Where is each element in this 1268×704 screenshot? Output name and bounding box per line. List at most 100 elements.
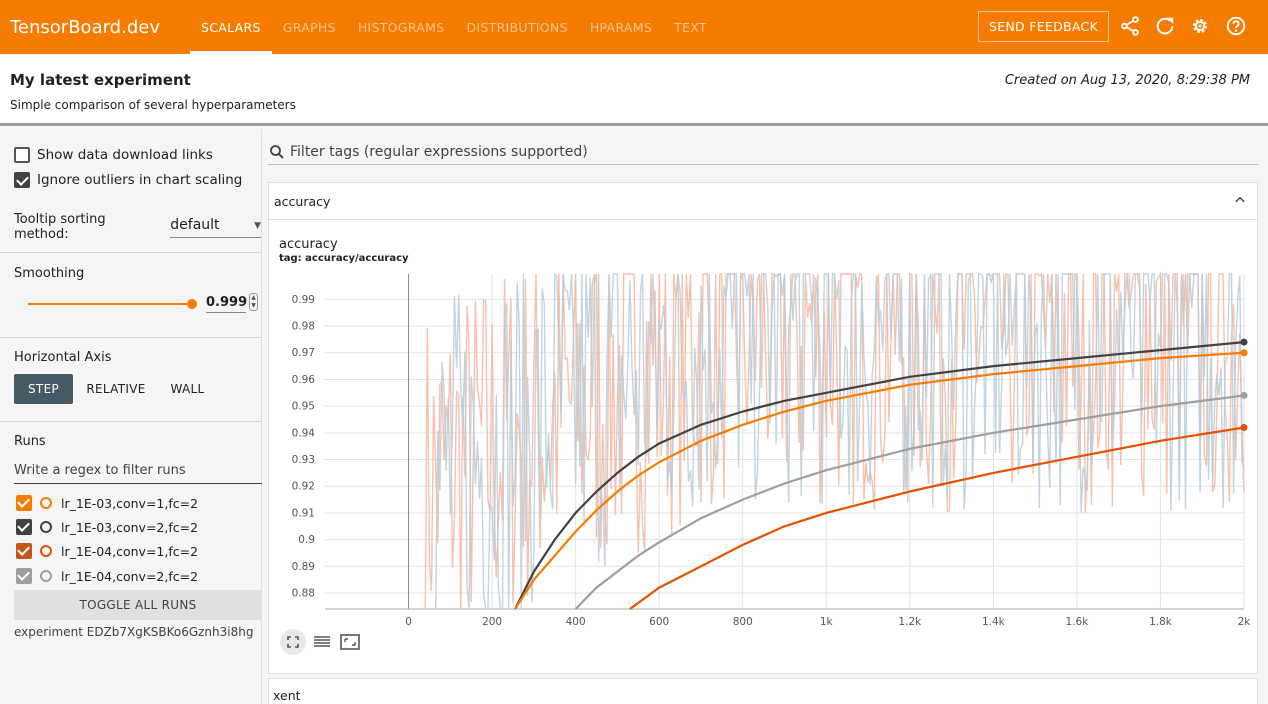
experiment-title: My latest experiment bbox=[10, 71, 191, 89]
chart-title: accuracy bbox=[279, 237, 338, 252]
run-color-circle-icon bbox=[40, 570, 52, 582]
series-line bbox=[629, 426, 1245, 610]
toggle-log-scale-button[interactable] bbox=[309, 629, 335, 655]
run-color-circle-icon bbox=[40, 545, 52, 557]
tab-scalars[interactable]: SCALARS bbox=[190, 0, 272, 54]
ignore-outliers-checkbox[interactable] bbox=[14, 172, 30, 188]
run-checkbox[interactable] bbox=[16, 519, 32, 535]
y-tick-label: 0.95 bbox=[292, 401, 315, 413]
series-line bbox=[574, 394, 1245, 610]
runs-filter-input[interactable]: Write a regex to filter runs bbox=[14, 463, 262, 484]
refresh-icon[interactable] bbox=[1154, 15, 1176, 37]
experiment-description: Simple comparison of several hyperparame… bbox=[10, 98, 296, 112]
chevron-up-icon[interactable] bbox=[1233, 193, 1247, 207]
axis-relative-button[interactable]: RELATIVE bbox=[86, 382, 146, 396]
tab-hparams[interactable]: HPARAMS bbox=[589, 19, 653, 35]
run-label: lr_1E-04,conv=1,fc=2 bbox=[61, 543, 199, 559]
ignore-outliers-option[interactable]: Ignore outliers in chart scaling bbox=[14, 172, 242, 188]
toggle-all-runs-button[interactable]: TOGGLE ALL RUNS bbox=[14, 590, 262, 620]
show-download-links-checkbox[interactable] bbox=[14, 147, 30, 163]
chart-subtitle: tag: accuracy/accuracy bbox=[279, 253, 409, 264]
dashboard-tabs: SCALARS GRAPHS HISTOGRAMS DISTRIBUTIONS … bbox=[190, 0, 718, 54]
run-item[interactable]: lr_1E-04,conv=2,fc=2 bbox=[16, 568, 198, 584]
y-tick-label: 0.92 bbox=[292, 481, 315, 493]
smoothing-slider-thumb[interactable] bbox=[187, 299, 197, 309]
xent-card-header[interactable]: xent bbox=[268, 678, 1258, 704]
y-tick-label: 0.89 bbox=[292, 561, 315, 573]
lines-icon bbox=[314, 636, 330, 647]
y-tick-label: 0.97 bbox=[292, 347, 315, 359]
card-label: xent bbox=[273, 688, 301, 703]
ignore-outliers-label: Ignore outliers in chart scaling bbox=[37, 172, 243, 188]
x-tick-label: 1k bbox=[820, 616, 834, 628]
x-tick-label: 1.8k bbox=[1149, 616, 1173, 628]
accuracy-card-header[interactable]: accuracy bbox=[268, 182, 1258, 220]
runs-title: Runs bbox=[14, 434, 46, 449]
tooltip-sorting-value: default bbox=[170, 216, 220, 233]
axis-step-button[interactable]: STEP bbox=[14, 374, 73, 404]
accuracy-chart[interactable]: 0.88 0.89 0.9 0.91 0.92 0.93 0.94 0.95 0.96 0.97 0… bbox=[269, 220, 1259, 674]
y-tick-label: 0.91 bbox=[292, 507, 315, 519]
y-tick-label: 0.94 bbox=[292, 427, 316, 439]
run-color-circle-icon bbox=[40, 497, 52, 509]
horizontal-axis-title: Horizontal Axis bbox=[14, 350, 112, 365]
x-tick-label: 1.2k bbox=[898, 616, 922, 628]
share-icon[interactable] bbox=[1119, 15, 1141, 37]
tooltip-sorting-select[interactable]: default ▼ bbox=[170, 217, 261, 238]
divider bbox=[0, 337, 262, 338]
top-app-bar: TensorBoard.dev SCALARS GRAPHS HISTOGRAM… bbox=[0, 0, 1268, 54]
x-tick-label: 0 bbox=[405, 616, 412, 628]
tag-filter-input[interactable]: Filter tags (regular expressions support… bbox=[268, 140, 1258, 165]
run-item[interactable]: lr_1E-04,conv=1,fc=2 bbox=[16, 543, 198, 559]
tab-graphs[interactable]: GRAPHS bbox=[282, 19, 336, 35]
accuracy-chart-card: accuracy tag: accuracy/accuracy 0.88 0.89… bbox=[268, 220, 1258, 674]
help-icon[interactable] bbox=[1225, 15, 1247, 37]
experiment-header: My latest experiment Simple comparison o… bbox=[0, 54, 1268, 126]
y-tick-label: 0.96 bbox=[292, 374, 316, 386]
dropdown-arrow-icon: ▼ bbox=[254, 220, 261, 231]
tab-distributions[interactable]: DISTRIBUTIONS bbox=[466, 19, 568, 35]
x-tick-label: 800 bbox=[733, 616, 753, 628]
series-line bbox=[514, 341, 1245, 610]
tab-histograms[interactable]: HISTOGRAMS bbox=[357, 19, 445, 35]
run-item[interactable]: lr_1E-03,conv=1,fc=2 bbox=[16, 495, 198, 511]
experiment-id: experiment EDZb7XgKSBKo6Gznh3i8hg bbox=[14, 625, 254, 639]
app-title[interactable]: TensorBoard.dev bbox=[10, 16, 160, 38]
show-download-links-label: Show data download links bbox=[37, 147, 213, 163]
experiment-created-date: Created on Aug 13, 2020, 8:29:38 PM bbox=[1004, 73, 1250, 88]
divider bbox=[0, 421, 262, 422]
smoothing-value-input[interactable]: 0.999 bbox=[206, 295, 247, 313]
send-feedback-button[interactable]: SEND FEEDBACK bbox=[978, 11, 1109, 42]
series-line bbox=[514, 351, 1245, 610]
series-end-point bbox=[1240, 391, 1248, 399]
smoothing-slider-track[interactable] bbox=[28, 303, 192, 305]
x-tick-label: 600 bbox=[649, 616, 669, 628]
fit-to-data-icon bbox=[340, 634, 360, 650]
fit-domain-button[interactable] bbox=[337, 629, 363, 655]
series-end-point bbox=[1240, 349, 1248, 357]
expand-icon bbox=[287, 636, 299, 648]
tooltip-sorting: Tooltip sorting method: default ▼ bbox=[14, 212, 261, 242]
run-item[interactable]: lr_1E-03,conv=2,fc=2 bbox=[16, 519, 198, 535]
x-tick-label: 2k bbox=[1238, 616, 1252, 628]
y-tick-label: 0.93 bbox=[292, 454, 315, 466]
raw-series-line bbox=[433, 272, 1245, 610]
settings-icon[interactable] bbox=[1189, 15, 1211, 37]
search-icon bbox=[270, 145, 284, 159]
smoothing-title: Smoothing bbox=[14, 266, 85, 281]
run-checkbox[interactable] bbox=[16, 495, 32, 511]
show-download-links-option[interactable]: Show data download links bbox=[14, 147, 213, 163]
run-label: lr_1E-03,conv=2,fc=2 bbox=[61, 519, 199, 535]
axis-wall-button[interactable]: WALL bbox=[170, 382, 205, 396]
tab-text[interactable]: TEXT bbox=[674, 19, 707, 35]
fullscreen-button[interactable] bbox=[280, 629, 306, 655]
run-color-circle-icon bbox=[40, 521, 52, 533]
run-checkbox[interactable] bbox=[16, 543, 32, 559]
x-tick-label: 1.4k bbox=[982, 616, 1006, 628]
y-tick-label: 0.98 bbox=[292, 321, 315, 333]
run-checkbox[interactable] bbox=[16, 568, 32, 584]
x-tick-label: 200 bbox=[482, 616, 502, 628]
tooltip-sorting-label: Tooltip sorting method: bbox=[14, 212, 106, 242]
series-end-point bbox=[1240, 423, 1248, 431]
smoothing-spinner-icon[interactable]: ▲ ▼ bbox=[249, 293, 258, 311]
